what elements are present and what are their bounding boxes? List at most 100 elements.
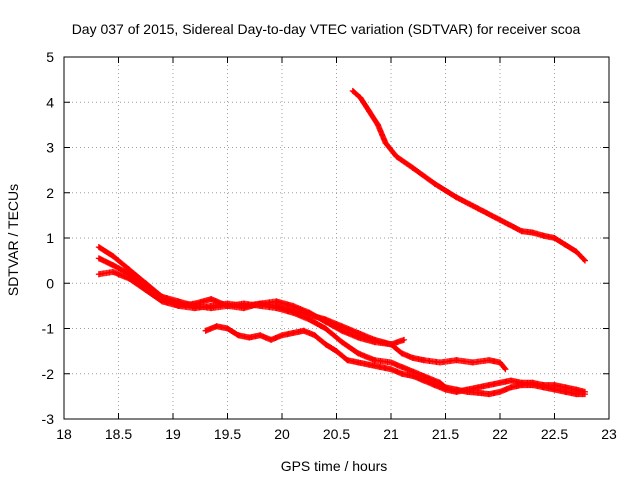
data-point: [349, 87, 356, 94]
data-point: [529, 379, 536, 386]
data-point: [551, 235, 558, 241]
data-point: [507, 377, 514, 384]
data-point: [388, 366, 394, 373]
data-point: [453, 388, 460, 395]
y-tick-label: 3: [46, 140, 54, 156]
series-track-marks: [349, 87, 588, 263]
data-point: [257, 332, 264, 339]
x-tick-label: 21: [383, 426, 399, 442]
data-point: [224, 300, 231, 307]
data-point: [235, 332, 242, 339]
data-point: [475, 205, 482, 212]
data-point: [213, 323, 220, 330]
data-point: [110, 253, 117, 260]
data-point: [273, 305, 280, 312]
data-point: [409, 373, 416, 380]
data-point: [208, 296, 215, 303]
data-point: [562, 384, 569, 391]
data-point: [322, 325, 329, 332]
data-point: [306, 309, 313, 316]
data-point: [486, 357, 493, 364]
data-point: [442, 386, 449, 393]
data-point: [453, 194, 460, 201]
x-tick-label: 18.5: [105, 426, 132, 442]
data-point: [502, 366, 509, 373]
data-point: [388, 359, 394, 366]
data-point: [95, 244, 102, 251]
series-track-4: [95, 268, 408, 348]
data-point: [355, 334, 362, 341]
data-point: [540, 382, 547, 389]
x-tick-label: 22: [492, 426, 508, 442]
data-point: [540, 232, 547, 239]
data-point: [311, 332, 318, 339]
x-tick-label: 21.5: [432, 426, 459, 442]
data-point: [279, 332, 285, 339]
data-point: [95, 271, 102, 278]
data-point: [431, 180, 438, 187]
data-point: [289, 302, 296, 309]
data-point: [224, 325, 231, 332]
data-point: [401, 336, 408, 343]
data-point: [344, 357, 351, 364]
x-tick-label: 20: [274, 426, 290, 442]
data-point: [551, 382, 558, 389]
data-point: [175, 302, 182, 309]
chart-title: Day 037 of 2015, Sidereal Day-to-day VTE…: [72, 21, 581, 37]
data-point: [562, 241, 569, 248]
data-point: [355, 350, 362, 357]
data-point: [486, 391, 493, 398]
data-point: [246, 334, 253, 341]
y-axis-label: SDTVAR / TECUs: [5, 184, 21, 296]
x-tick-label: 19.5: [214, 426, 241, 442]
data-point: [333, 348, 340, 355]
data-point: [289, 309, 296, 316]
y-tick-label: 4: [46, 94, 54, 110]
data-point: [431, 382, 438, 389]
data-point: [388, 341, 394, 348]
data-point: [159, 298, 166, 305]
data-point: [398, 350, 405, 357]
data-point: [453, 357, 460, 364]
y-axis-ticks: -3 -2 -1 0 1 2 3 4 5: [42, 49, 609, 427]
data-point: [497, 379, 503, 386]
data-point: [126, 275, 133, 282]
data-point: [110, 262, 117, 269]
data-point: [142, 287, 149, 294]
data-point: [582, 388, 589, 395]
data-point: [257, 300, 264, 307]
data-point: [95, 255, 102, 262]
data-point: [475, 384, 482, 391]
x-tick-label: 18: [56, 426, 72, 442]
data-point: [202, 327, 209, 334]
y-tick-label: -3: [42, 411, 55, 427]
data-point: [398, 363, 405, 370]
grid: [64, 57, 609, 419]
data-point: [469, 359, 476, 366]
data-point: [518, 228, 525, 235]
data-point: [306, 316, 313, 323]
x-tick-label: 23: [601, 426, 617, 442]
x-axis-label: GPS time / hours: [281, 458, 388, 474]
data-point: [582, 257, 589, 264]
data-point: [377, 363, 384, 370]
data-point: [191, 305, 198, 312]
data-point: [300, 327, 307, 334]
data-marks: [95, 87, 589, 398]
data-point: [507, 384, 514, 391]
data-point: [273, 298, 280, 305]
y-tick-label: 0: [46, 275, 54, 291]
data-point: [475, 389, 482, 396]
y-tick-label: -2: [42, 366, 55, 382]
data-point: [420, 377, 427, 384]
data-point: [110, 268, 117, 275]
x-tick-label: 19: [165, 426, 181, 442]
data-point: [420, 357, 427, 364]
data-point: [437, 359, 444, 366]
data-point: [486, 382, 493, 389]
data-point: [366, 108, 373, 115]
data-point: [374, 121, 381, 128]
data-point: [409, 164, 416, 171]
data-point: [289, 330, 296, 337]
